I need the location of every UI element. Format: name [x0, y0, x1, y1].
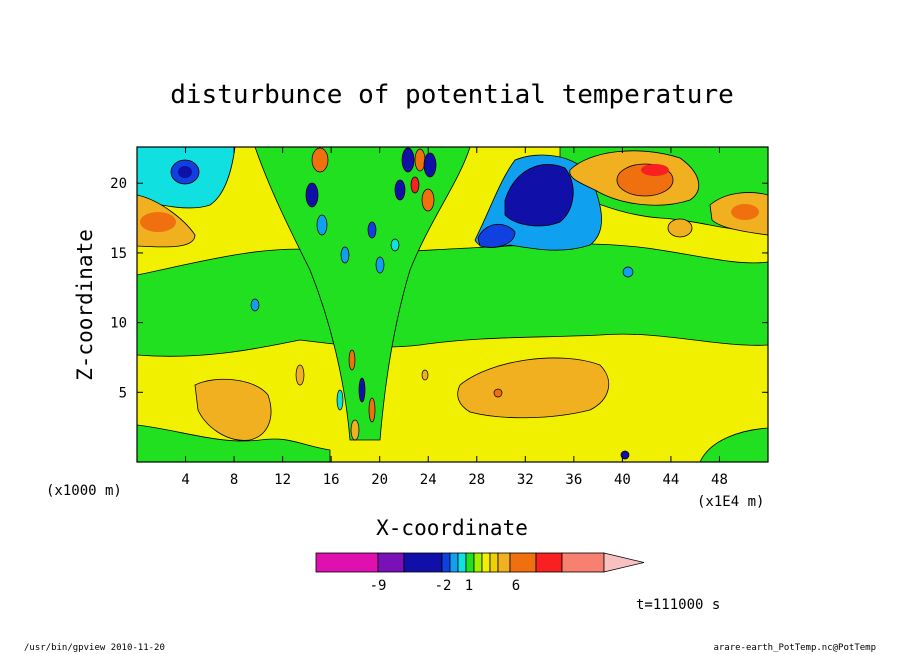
- x-tick-label: 8: [230, 472, 238, 488]
- x-tick-label: 16: [323, 472, 340, 488]
- colorbar-tick-label: -2: [435, 578, 452, 594]
- colorbar-bin: [489, 552, 499, 573]
- y-axis-label: Z-coordinate: [73, 229, 97, 381]
- colorbar-bin: [315, 552, 379, 573]
- orange-lower-mid: [457, 357, 609, 419]
- x-tick-label: 20: [371, 472, 388, 488]
- x-unit-left: (x1000 m): [46, 483, 122, 499]
- plot-frame: [136, 146, 769, 463]
- orange-core-left: [140, 212, 176, 232]
- x-axis: 4 8 12 16 20 24 28 32 36 40 44 48: [181, 147, 728, 488]
- colorbar-tick-label: 1: [465, 578, 473, 594]
- colorbar-bin: [509, 552, 537, 573]
- time-label: t=111000 s: [636, 597, 720, 613]
- y-tick-label: 15: [110, 246, 127, 262]
- x-axis-label: X-coordinate: [376, 516, 528, 540]
- chart-title: disturbunce of potential temperature: [170, 80, 734, 110]
- orange-right-core: [731, 204, 759, 220]
- colorbar-bin: [449, 552, 459, 573]
- x-unit-right: (x1E4 m): [697, 494, 764, 510]
- green-plume: [254, 147, 471, 441]
- y-axis: 5 10 15 20: [110, 176, 768, 401]
- colorbar-bin: [465, 552, 475, 573]
- x-tick-label: 44: [662, 472, 679, 488]
- navy-upper-mid: [504, 164, 574, 227]
- x-tick-label: 36: [565, 472, 582, 488]
- y-tick-label: 20: [110, 176, 127, 192]
- x-tick-label: 48: [711, 472, 728, 488]
- y-tick-label: 5: [119, 385, 127, 401]
- colorbar-bin: [497, 552, 511, 573]
- footer-right: arare-earth_PotTemp.nc@PotTemp: [713, 643, 876, 653]
- y-tick-label: 10: [110, 316, 127, 332]
- colorbar: [315, 552, 645, 573]
- colorbar-arrow: [603, 552, 645, 573]
- colorbar-bin: [561, 552, 605, 573]
- colorbar-bin: [377, 552, 405, 573]
- x-tick-label: 4: [181, 472, 189, 488]
- x-tick-label: 24: [420, 472, 437, 488]
- orange-lower-left: [194, 378, 272, 441]
- x-tick-label: 28: [468, 472, 485, 488]
- red-spot-right: [641, 164, 669, 176]
- green-bottom-band: [137, 424, 331, 462]
- navy-lower-mid: [477, 224, 516, 248]
- orange-right-spot: [667, 218, 693, 238]
- colorbar-bin: [403, 552, 443, 573]
- colorbar-bin: [473, 552, 483, 573]
- colorbar-tick-label: 6: [512, 578, 520, 594]
- x-tick-label: 32: [517, 472, 534, 488]
- colorbar-bin: [441, 552, 451, 573]
- colorbar-bin: [457, 552, 467, 573]
- colorbar-ticks: -9 -2 1 6: [370, 578, 521, 594]
- colorbar-bin: [535, 552, 563, 573]
- colorbar-bin: [481, 552, 491, 573]
- footer-left: /usr/bin/gpview 2010-11-20: [24, 643, 165, 653]
- plume-turbulence: [250, 147, 634, 460]
- x-tick-label: 12: [274, 472, 291, 488]
- colorbar-tick-label: -9: [370, 578, 387, 594]
- plot-area: [137, 147, 768, 462]
- x-tick-label: 40: [614, 472, 631, 488]
- navy-core-left: [178, 166, 192, 178]
